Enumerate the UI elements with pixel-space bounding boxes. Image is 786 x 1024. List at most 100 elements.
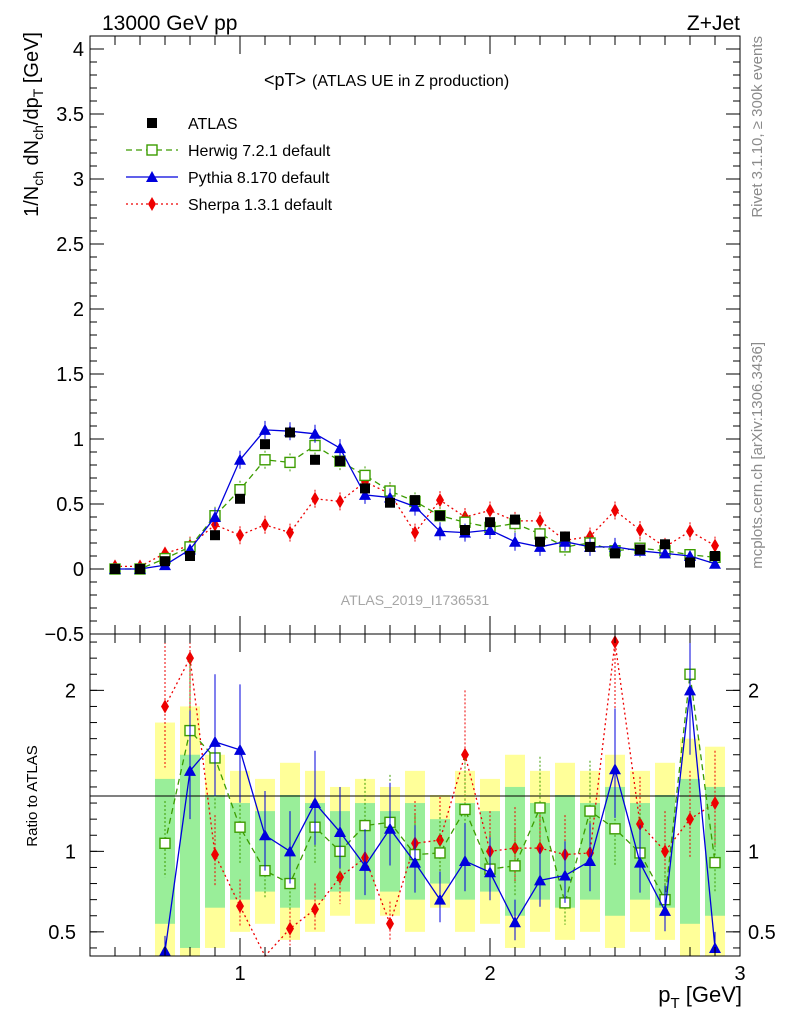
main-point-atlas-marker	[610, 548, 620, 559]
main-point-herwig-marker	[359, 469, 371, 482]
y-label-sub1: ch	[30, 171, 46, 186]
ratio-point-pythia-marker	[609, 763, 621, 775]
ratio-point-herwig-marker	[434, 847, 446, 859]
ratio-point-pythia-marker	[309, 797, 321, 809]
main-point-atlas-marker	[110, 564, 120, 574]
main-y-tick-label: 0.5	[56, 494, 84, 516]
main-point-sherpa-marker	[711, 538, 719, 553]
main-point-atlas-marker	[235, 493, 245, 504]
ratio-point-sherpa-marker	[311, 902, 319, 917]
main-point-atlas-marker	[285, 427, 295, 438]
main-series-sherpa	[111, 472, 719, 574]
main-plot-panel: −0.5 0 0.5 1 1.5 2 2.5 3 3.5 4 <pT> (ATLAS UE in Z…	[21, 32, 741, 646]
main-point-pythia-marker	[484, 524, 496, 535]
main-point-sherpa-marker	[311, 491, 319, 506]
x-label-sub: T	[670, 995, 679, 1012]
main-point-atlas-marker	[485, 517, 495, 528]
ratio-point-sherpa-marker	[336, 870, 344, 885]
analysis-watermark: ATLAS_2019_I1736531	[341, 592, 490, 608]
legend-herwig-label: Herwig 7.2.1 default	[188, 143, 331, 160]
mcplots-credit: mcplots.cern.ch [arXiv:1306.3436]	[749, 342, 766, 569]
ratio-point-herwig-marker	[709, 856, 721, 869]
ratio-point-herwig-marker	[459, 803, 471, 816]
main-point-sherpa-marker	[411, 525, 419, 540]
ratio-point-pythia-marker	[284, 845, 296, 857]
legend-entry-atlas: ATLAS	[147, 116, 238, 133]
legend-sherpa-marker	[148, 197, 156, 211]
main-point-atlas-marker	[410, 495, 420, 506]
ratio-point-pythia-marker	[509, 916, 521, 928]
ratio-point-pythia-marker	[409, 856, 421, 868]
ratio-point-pythia-marker	[534, 874, 546, 886]
main-point-sherpa-marker	[261, 517, 269, 532]
main-y-tick-label: 0	[73, 559, 84, 581]
ratio-marks	[159, 634, 721, 958]
main-point-pythia-marker	[359, 488, 371, 500]
main-y-tick-label: 3.5	[56, 104, 84, 126]
ratio-point-herwig-marker	[534, 802, 546, 814]
y-label-part3: /dp	[21, 97, 43, 125]
ratio-point-pythia-marker	[684, 684, 696, 696]
main-y-tick-label: −0.5	[45, 624, 84, 646]
main-y-axis-label: 1/Nch dNch/dpT [GeV]	[21, 32, 46, 217]
main-point-pythia-marker	[409, 500, 421, 512]
main-point-sherpa-marker	[436, 493, 444, 508]
main-point-sherpa-marker	[611, 503, 619, 518]
main-point-atlas-marker	[535, 536, 545, 547]
ratio-y-tick-label-right: 2	[748, 680, 759, 702]
legend-entry-sherpa: Sherpa 1.3.1 default	[126, 197, 333, 214]
ratio-point-pythia-marker	[259, 829, 271, 841]
main-point-atlas-marker	[210, 530, 220, 541]
ratio-point-pythia-marker	[359, 859, 371, 871]
ratio-y-axis-label: Ratio to ATLAS	[24, 745, 41, 846]
ratio-point-pythia-marker	[459, 855, 471, 867]
header-right: Z+Jet	[687, 12, 740, 35]
main-point-pythia-marker	[309, 427, 321, 439]
ratio-plot-panel: 0.5 0.5 1 1 2 2 1 2 3 Ratio to ATLAS	[24, 633, 776, 985]
x-label-main: p	[658, 982, 670, 1007]
ratio-point-herwig-marker	[509, 860, 521, 872]
ratio-point-sherpa-marker	[236, 899, 244, 914]
ratio-point-sherpa-marker	[511, 841, 519, 856]
main-point-atlas-marker	[635, 544, 645, 555]
ratio-point-sherpa-marker	[711, 796, 719, 811]
main-series-atlas	[110, 427, 720, 574]
y-label-part2: dN	[21, 140, 43, 171]
main-point-sherpa-marker	[636, 523, 644, 537]
main-marks	[109, 420, 721, 575]
main-y-tick-label: 4	[73, 39, 84, 61]
main-y-tick-label: 3	[73, 169, 84, 191]
main-point-atlas-marker	[435, 510, 445, 521]
main-point-sherpa-marker	[286, 525, 294, 540]
ratio-point-sherpa-marker	[661, 844, 669, 859]
ratio-point-pythia-marker	[559, 869, 571, 881]
ratio-point-herwig-marker	[234, 821, 246, 833]
main-point-herwig-marker	[284, 456, 296, 469]
main-point-atlas-marker	[660, 539, 670, 550]
ratio-point-sherpa-marker	[386, 916, 394, 931]
main-point-herwig-marker	[259, 454, 271, 466]
ratio-y-tick-label: 1	[65, 841, 76, 863]
main-point-atlas-marker	[335, 456, 345, 467]
main-point-pythia-marker	[334, 442, 346, 454]
ratio-point-pythia-marker	[659, 904, 671, 916]
ratio-point-sherpa-marker	[636, 816, 644, 831]
plot-title: <pT> (ATLAS UE in Z production)	[264, 70, 509, 90]
ratio-point-sherpa-marker	[461, 747, 469, 762]
legend-entry-pythia: Pythia 8.170 default	[126, 170, 330, 187]
ratio-point-pythia-marker	[384, 822, 396, 834]
ratio-y-tick-label-right: 0.5	[748, 922, 776, 944]
ratio-y-tick-label-right: 1	[748, 841, 759, 863]
ratio-band-inner	[705, 786, 725, 916]
ratio-point-sherpa-marker	[286, 921, 294, 936]
main-point-atlas-marker	[185, 551, 195, 561]
ratio-point-herwig-marker	[159, 837, 171, 849]
main-point-pythia-marker	[659, 547, 671, 559]
ratio-point-herwig-marker	[584, 805, 596, 817]
ratio-x-ticks: 1 2 3	[89, 634, 746, 985]
x-label-unit: [GeV]	[680, 982, 742, 1007]
main-point-pythia-marker	[709, 557, 721, 569]
ratio-point-sherpa-marker	[436, 833, 444, 848]
ratio-point-pythia-marker	[634, 856, 646, 868]
